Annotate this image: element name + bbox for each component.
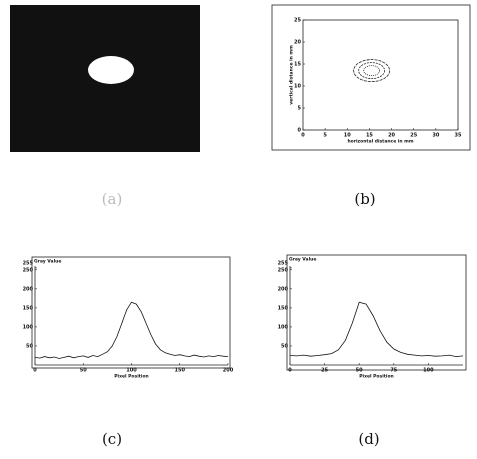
y-tick-label: 255 xyxy=(278,260,289,266)
x-tick-label: 5 xyxy=(323,133,327,139)
x-tick-label: 20 xyxy=(388,133,395,139)
y-tick-label: 20 xyxy=(294,40,301,46)
x-tick-label: 25 xyxy=(321,368,328,374)
y-tick-label: 250 xyxy=(23,267,34,273)
x-tick-label: 150 xyxy=(175,368,186,374)
x-tick-label: 200 xyxy=(223,368,234,374)
x-tick-label: 25 xyxy=(410,133,417,139)
y-tick-label: 100 xyxy=(23,324,34,330)
x-tick-label: 30 xyxy=(432,133,439,139)
y-tick-label: 200 xyxy=(278,286,289,292)
frame xyxy=(272,5,470,150)
caption: (c) xyxy=(102,430,122,448)
y-tick-label: 0 xyxy=(298,128,302,134)
y-tick-label: 5 xyxy=(298,106,302,112)
contour-line xyxy=(364,66,380,76)
y-tick-label: 150 xyxy=(278,305,289,311)
y-tick-label: 10 xyxy=(294,84,301,90)
y-tick-label: 50 xyxy=(281,343,288,349)
x-tick-label: 75 xyxy=(390,368,397,374)
x-tick-label: 15 xyxy=(366,133,373,139)
x-tick-label: 0 xyxy=(301,133,305,139)
curve xyxy=(290,302,463,356)
curve xyxy=(35,302,228,358)
x-tick-label: 0 xyxy=(33,368,37,374)
y-axis-label: Gray Value xyxy=(34,259,61,265)
bright-spot xyxy=(88,56,134,84)
y-axis-label: vertical distance in mm xyxy=(289,45,295,105)
figure: (a) (b) (c) (d) 0 5 10 15 20 25 30 35 0 5 10 15 20 25… xyxy=(0,0,477,459)
caption: (b) xyxy=(354,190,375,208)
x-axis-label: Pixel Position xyxy=(359,374,394,380)
x-tick-label: 50 xyxy=(356,368,363,374)
y-tick-label: 25 xyxy=(294,18,301,24)
axes xyxy=(303,20,458,130)
caption: (a) xyxy=(102,190,123,208)
frame xyxy=(32,257,230,368)
y-tick-label: 200 xyxy=(23,286,34,292)
y-tick-label: 15 xyxy=(294,62,301,68)
caption: (d) xyxy=(358,430,379,448)
x-tick-label: 100 xyxy=(126,368,137,374)
y-tick-label: 150 xyxy=(23,305,34,311)
x-tick-label: 0 xyxy=(288,368,292,374)
x-tick-label: 50 xyxy=(80,368,87,374)
frame xyxy=(287,255,466,370)
page: (a) (b) (c) (d) 0 5 10 15 20 25 30 35 0 5 10 15 20 25… xyxy=(0,0,477,459)
y-tick-label: 250 xyxy=(278,267,289,273)
y-tick-label: 255 xyxy=(23,260,34,266)
x-tick-label: 100 xyxy=(423,368,434,374)
x-tick-label: 35 xyxy=(455,133,462,139)
x-tick-label: 10 xyxy=(344,133,351,139)
x-axis-label: Pixel Position xyxy=(114,374,149,380)
y-tick-label: 50 xyxy=(26,343,33,349)
y-tick-label: 100 xyxy=(278,324,289,330)
x-axis-label: horizontal distance in mm xyxy=(347,139,413,145)
y-axis-label: Gray Value xyxy=(289,257,316,263)
contour-line xyxy=(359,63,385,79)
